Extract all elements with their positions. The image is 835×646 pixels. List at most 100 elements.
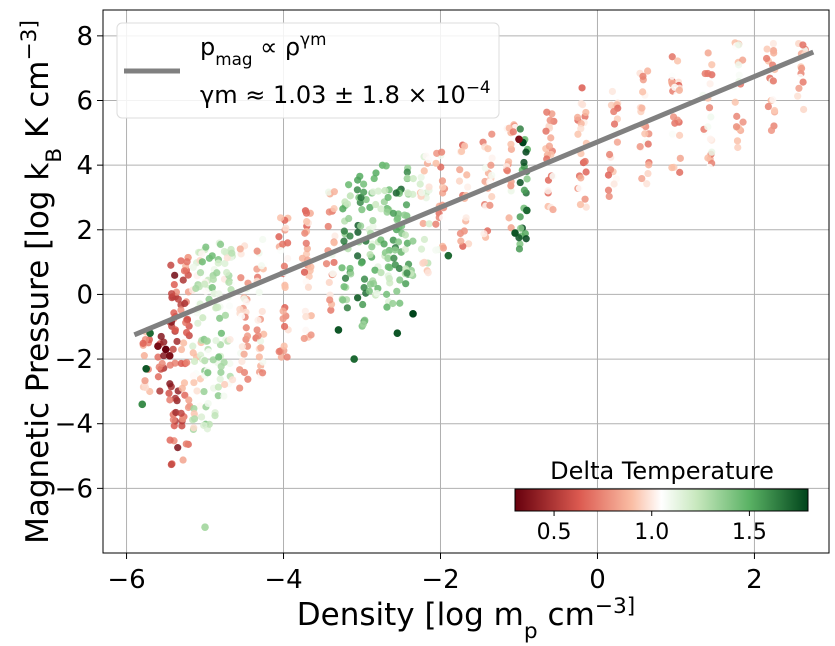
data-point: [220, 392, 228, 400]
data-point: [424, 269, 432, 277]
data-point: [705, 104, 714, 112]
data-point: [409, 310, 417, 318]
data-point: [329, 269, 337, 278]
data-point: [643, 180, 651, 188]
data-point: [171, 326, 179, 334]
data-point: [139, 339, 147, 347]
data-point: [198, 413, 206, 421]
data-point: [420, 167, 428, 175]
data-point: [795, 84, 803, 92]
data-point: [154, 342, 162, 350]
data-point: [244, 375, 252, 383]
data-point: [259, 235, 267, 244]
data-point: [160, 352, 168, 360]
data-point: [182, 440, 190, 448]
data-point: [516, 213, 524, 221]
data-point: [238, 343, 246, 351]
data-point: [385, 274, 393, 283]
data-point: [165, 352, 174, 360]
data-point: [735, 71, 743, 79]
data-point: [739, 118, 747, 126]
data-point: [708, 148, 716, 156]
fit-line: [133, 49, 815, 338]
data-point: [346, 232, 354, 240]
data-point: [201, 357, 209, 365]
data-point: [432, 159, 440, 167]
y-tick-labels: −6 −4 −2 0 2 4 6 8: [55, 22, 103, 504]
data-point: [341, 274, 350, 282]
data-point: [223, 268, 231, 277]
data-point: [359, 300, 367, 309]
data-point: [158, 359, 166, 368]
data-point: [417, 245, 426, 253]
data-point: [198, 258, 206, 266]
data-point: [169, 416, 177, 424]
data-point: [432, 220, 440, 228]
data-point: [353, 294, 362, 302]
data-point: [172, 408, 180, 417]
data-point: [732, 123, 741, 131]
data-point: [228, 376, 237, 384]
data-point: [577, 174, 585, 182]
data-point: [260, 330, 268, 338]
data-point: [280, 262, 288, 270]
data-point: [279, 315, 287, 323]
data-point: [509, 128, 517, 136]
data-point: [226, 359, 234, 368]
data-point: [284, 239, 292, 247]
data-point: [228, 249, 236, 257]
data-point: [174, 444, 182, 452]
data-point: [301, 307, 309, 315]
data-point: [439, 244, 448, 252]
data-point: [240, 350, 248, 358]
data-point: [794, 92, 802, 100]
data-point: [418, 189, 426, 197]
data-point: [334, 326, 343, 334]
data-point: [217, 329, 226, 337]
data-point: [154, 353, 162, 361]
data-point: [191, 415, 199, 423]
legend-box: [116, 22, 500, 119]
data-point: [192, 284, 200, 293]
data-point: [383, 290, 391, 298]
data-point: [547, 134, 555, 142]
data-point: [198, 250, 206, 258]
data-point: [138, 400, 147, 409]
data-point: [669, 113, 678, 121]
data-point: [800, 105, 808, 114]
data-point: [604, 171, 613, 179]
data-point: [734, 143, 742, 152]
data-point: [277, 353, 285, 361]
data-point: [704, 123, 712, 131]
colorbar-tick-label: 0.5: [537, 520, 572, 545]
data-point: [200, 387, 208, 396]
data-point: [302, 313, 310, 321]
data-point: [432, 246, 440, 254]
data-point: [196, 402, 204, 410]
data-point: [673, 57, 682, 65]
data-point: [545, 142, 554, 150]
data-point: [610, 180, 618, 188]
data-point: [638, 174, 646, 183]
data-point: [226, 336, 234, 344]
data-point: [403, 168, 411, 176]
data-point: [668, 53, 676, 61]
data-point: [177, 359, 185, 368]
data-point: [190, 424, 198, 432]
data-point: [764, 102, 772, 111]
data-point: [770, 49, 778, 57]
data-point: [302, 239, 310, 247]
data-point: [409, 190, 417, 198]
data-point: [420, 258, 428, 266]
data-point: [610, 107, 618, 116]
data-point: [220, 247, 228, 256]
data-point: [608, 87, 617, 96]
legend: pmag ∝ ργm γm ≈ 1.03 ± 1.8 × 10−4: [116, 22, 500, 119]
data-point: [156, 387, 164, 395]
data-point: [220, 358, 228, 367]
data-point: [396, 276, 404, 284]
y-tick-label: 2: [76, 216, 93, 246]
data-point: [217, 368, 225, 376]
data-point: [181, 391, 189, 399]
data-point: [733, 137, 742, 145]
